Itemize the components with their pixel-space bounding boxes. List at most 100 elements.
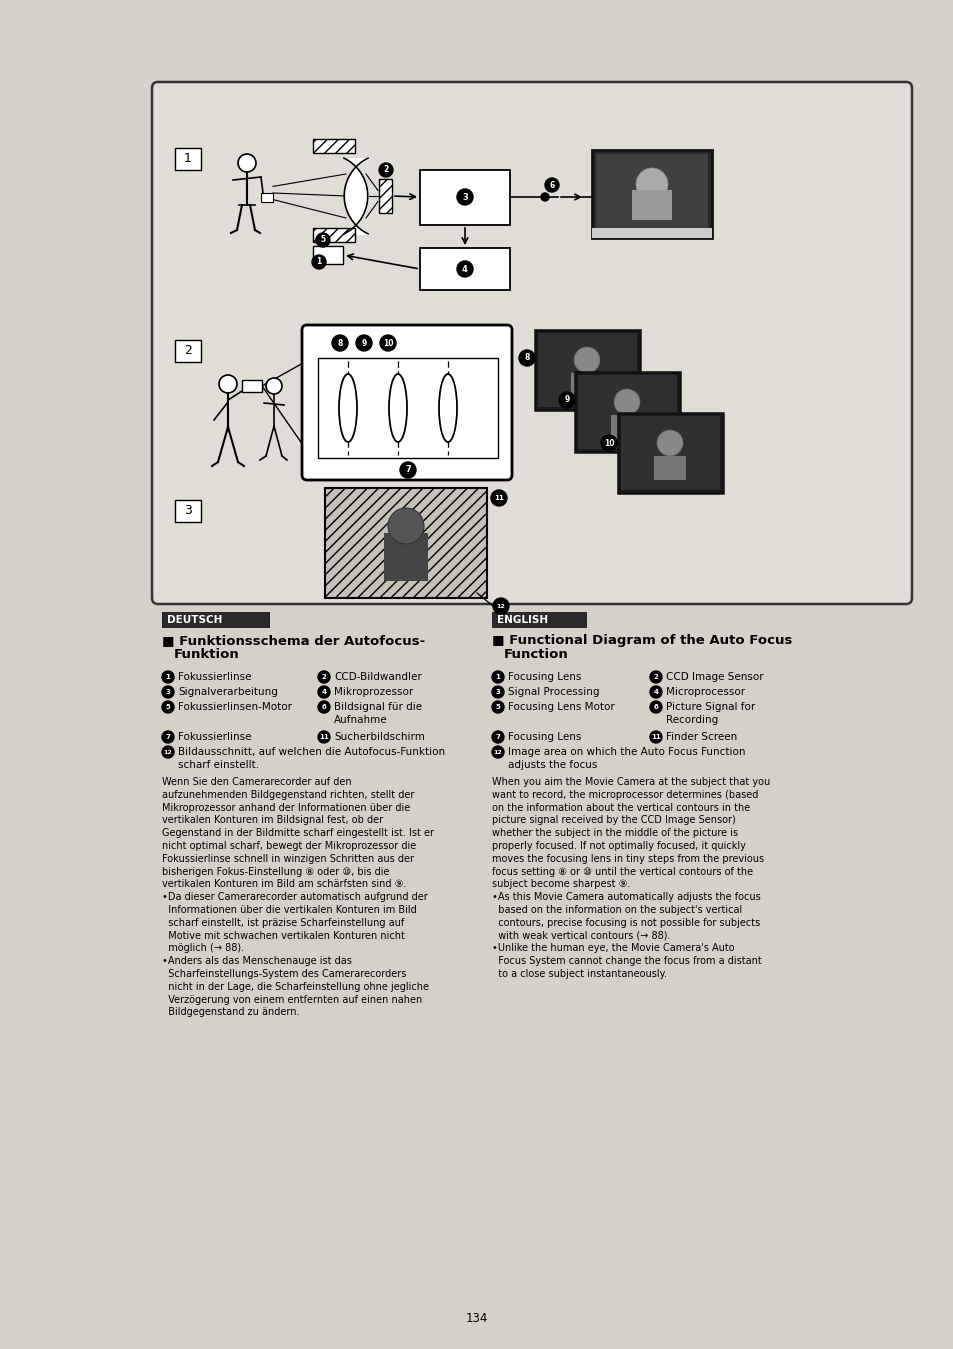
Text: Fokussierlinsen-Motor: Fokussierlinsen-Motor: [178, 701, 292, 712]
Text: Fokussierlinse: Fokussierlinse: [178, 733, 252, 742]
Circle shape: [600, 434, 617, 451]
Circle shape: [518, 349, 535, 366]
Bar: [610, 415, 642, 438]
Text: 6: 6: [653, 704, 658, 710]
Circle shape: [649, 701, 661, 714]
Text: 5: 5: [496, 704, 500, 710]
Circle shape: [558, 393, 575, 407]
Bar: [313, 139, 355, 152]
Text: Funktion: Funktion: [173, 648, 239, 661]
Text: Sucherbildschirm: Sucherbildschirm: [334, 733, 424, 742]
Circle shape: [649, 687, 661, 697]
Bar: [313, 246, 343, 264]
Bar: [419, 170, 510, 225]
Bar: [492, 612, 586, 629]
Circle shape: [162, 687, 173, 697]
FancyBboxPatch shape: [302, 325, 512, 480]
Bar: [174, 148, 201, 170]
Ellipse shape: [338, 374, 356, 442]
Text: 7: 7: [405, 465, 411, 475]
Bar: [419, 248, 510, 290]
Text: Signal Processing: Signal Processing: [507, 687, 598, 697]
Circle shape: [456, 260, 473, 277]
Text: 10: 10: [382, 339, 393, 348]
Text: 9: 9: [361, 339, 366, 348]
Circle shape: [491, 490, 506, 506]
Text: Microprocessor: Microprocessor: [665, 687, 744, 697]
Text: 2: 2: [383, 166, 388, 174]
Text: adjusts the focus: adjusts the focus: [507, 759, 597, 770]
Text: Focusing Lens: Focusing Lens: [507, 672, 580, 683]
Text: 3: 3: [461, 193, 467, 201]
Text: 11: 11: [494, 495, 503, 500]
Text: 3: 3: [495, 689, 500, 695]
Text: Recording: Recording: [665, 715, 718, 724]
Text: Wenn Sie den Camerarecorder auf den
aufzunehmenden Bildgegenstand richten, stell: Wenn Sie den Camerarecorder auf den aufz…: [162, 777, 434, 1017]
Text: 1: 1: [495, 674, 500, 680]
Bar: [174, 500, 201, 522]
Circle shape: [540, 193, 548, 201]
Circle shape: [657, 430, 682, 456]
Text: 6: 6: [321, 704, 326, 710]
Text: 7: 7: [166, 734, 171, 741]
Text: 11: 11: [319, 734, 329, 741]
Circle shape: [544, 178, 558, 192]
Bar: [174, 340, 201, 362]
Text: 12: 12: [493, 750, 502, 754]
Text: Mikroprozessor: Mikroprozessor: [334, 687, 413, 697]
Bar: [384, 533, 428, 581]
Text: DEUTSCH: DEUTSCH: [167, 615, 222, 625]
Text: 12: 12: [497, 603, 505, 608]
Bar: [242, 380, 262, 393]
Circle shape: [492, 701, 503, 714]
Circle shape: [492, 670, 503, 683]
Circle shape: [379, 335, 395, 351]
Bar: [631, 190, 671, 220]
Text: 10: 10: [603, 438, 614, 448]
Text: ENGLISH: ENGLISH: [497, 615, 548, 625]
Text: 5: 5: [166, 704, 171, 710]
Text: CCD Image Sensor: CCD Image Sensor: [665, 672, 762, 683]
Text: Signalverarbeitung: Signalverarbeitung: [178, 687, 277, 697]
Text: 1: 1: [316, 258, 321, 267]
Circle shape: [492, 746, 503, 758]
Circle shape: [355, 335, 372, 351]
Bar: [571, 374, 602, 397]
Bar: [313, 228, 355, 241]
Circle shape: [219, 375, 236, 393]
Text: Focusing Lens: Focusing Lens: [507, 733, 580, 742]
Bar: [654, 456, 685, 480]
Bar: [575, 372, 679, 452]
Circle shape: [315, 233, 330, 247]
Text: Image area on which the Auto Focus Function: Image area on which the Auto Focus Funct…: [507, 747, 744, 757]
Text: When you aim the Movie Camera at the subject that you
want to record, the microp: When you aim the Movie Camera at the sub…: [492, 777, 769, 979]
Text: 2: 2: [184, 344, 192, 357]
Text: scharf einstellt.: scharf einstellt.: [178, 759, 259, 770]
Circle shape: [266, 378, 282, 394]
Circle shape: [456, 189, 473, 205]
Text: 6: 6: [549, 181, 554, 189]
Circle shape: [332, 335, 348, 351]
Bar: [535, 331, 639, 410]
Text: 2: 2: [321, 674, 326, 680]
Circle shape: [649, 731, 661, 743]
Bar: [578, 375, 677, 449]
Text: Bildsignal für die: Bildsignal für die: [334, 701, 421, 712]
Text: 1: 1: [166, 674, 171, 680]
Circle shape: [649, 670, 661, 683]
Circle shape: [614, 389, 639, 415]
Circle shape: [378, 163, 393, 177]
Bar: [325, 488, 486, 598]
Circle shape: [317, 731, 330, 743]
Circle shape: [574, 347, 599, 374]
Circle shape: [317, 701, 330, 714]
Bar: [620, 415, 720, 490]
Circle shape: [399, 461, 416, 478]
Circle shape: [162, 670, 173, 683]
Circle shape: [237, 154, 255, 173]
Ellipse shape: [389, 374, 407, 442]
Circle shape: [312, 255, 326, 268]
Text: Focusing Lens Motor: Focusing Lens Motor: [507, 701, 614, 712]
Circle shape: [492, 687, 503, 697]
Circle shape: [162, 746, 173, 758]
